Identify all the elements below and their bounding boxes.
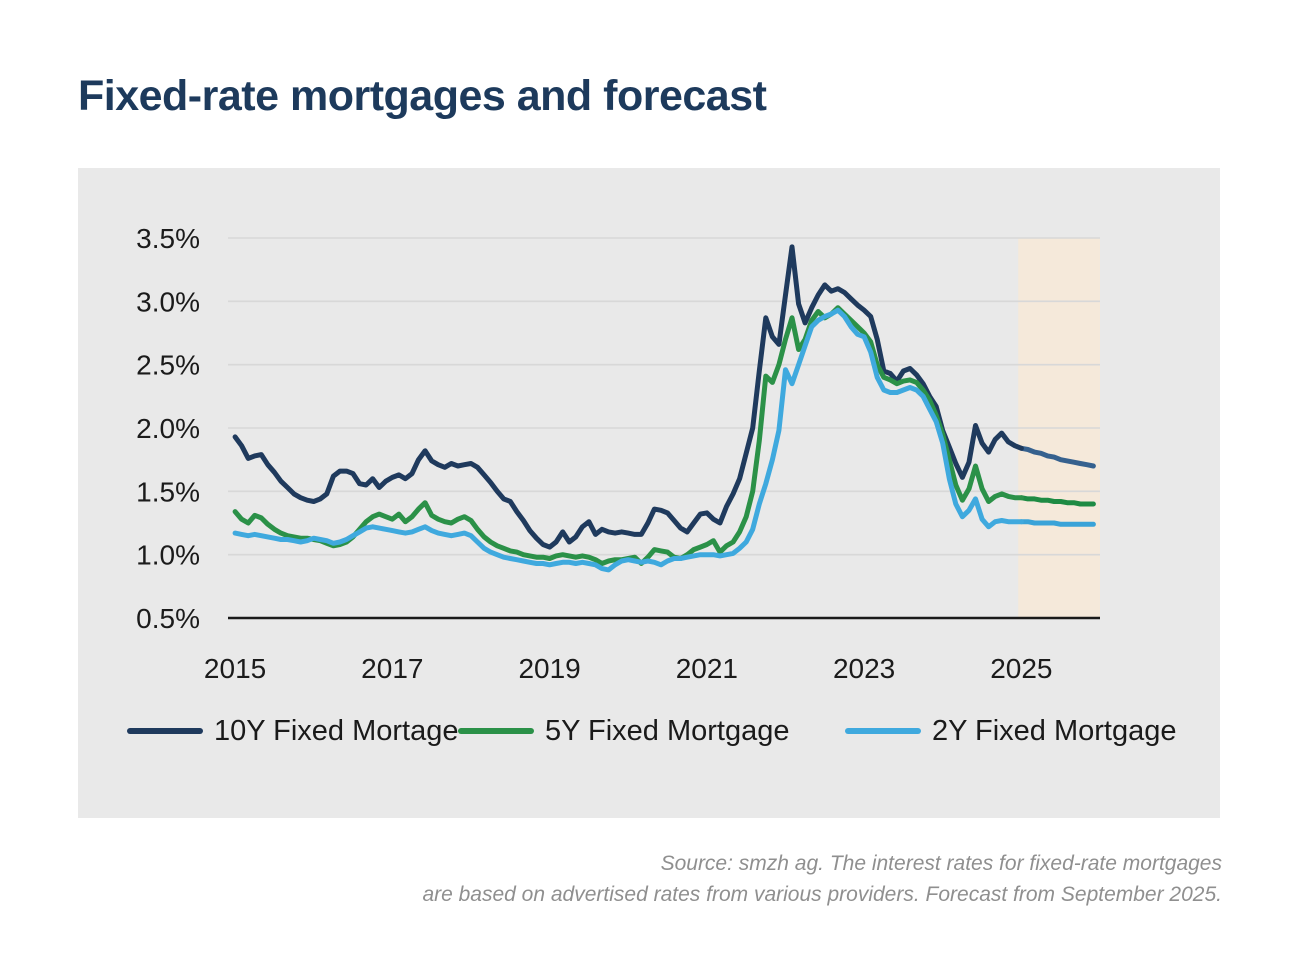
legend-label-5y: 5Y Fixed Mortgage: [545, 714, 790, 747]
chart-panel: 3.5% 3.0% 2.5% 2.0% 1.5% 1.0% 0.5% 2015 2017 2019…: [78, 168, 1220, 818]
y-axis-tick-label: 1.0%: [136, 540, 200, 571]
y-axis-tick-label: 2.0%: [136, 413, 200, 444]
source-note: Source: smzh ag. The interest rates for …: [222, 848, 1222, 910]
legend-item-5y: 5Y Fixed Mortgage: [458, 713, 790, 749]
x-axis-tick-label: 2019: [518, 653, 580, 684]
legend-item-2y: 2Y Fixed Mortgage: [845, 713, 1177, 749]
series-line-forecast-1: [1018, 495, 1096, 507]
x-axis-tick-label: 2015: [204, 653, 266, 684]
y-axis-tick-label: 3.5%: [136, 223, 200, 254]
series-line-2: [232, 307, 1024, 573]
y-axis-tick-label: 1.5%: [136, 476, 200, 507]
legend-item-10y: 10Y Fixed Mortage: [127, 713, 459, 749]
x-axis-tick-label: 2025: [990, 653, 1052, 684]
chart-legend: 10Y Fixed Mortage 5Y Fixed Mortgage 2Y F…: [78, 713, 1220, 749]
source-note-line-1: Source: smzh ag. The interest rates for …: [660, 852, 1222, 875]
series-line-forecast-0: [1018, 445, 1096, 469]
source-note-line-2: are based on advertised rates from vario…: [422, 883, 1222, 906]
x-axis-tick-label: 2023: [833, 653, 895, 684]
legend-swatch-10y-icon: [127, 728, 203, 734]
y-axis-tick-label: 0.5%: [136, 603, 200, 634]
y-axis-tick-label: 3.0%: [136, 286, 200, 317]
series-line-0: [232, 244, 1024, 550]
mortgage-rates-chart: 3.5% 3.0% 2.5% 2.0% 1.5% 1.0% 0.5%2015 2017 2019…: [136, 223, 1100, 684]
x-axis-tick-label: 2017: [361, 653, 423, 684]
page-title: Fixed-rate mortgages and forecast: [78, 72, 767, 120]
legend-swatch-5y-icon: [458, 728, 534, 734]
legend-label-2y: 2Y Fixed Mortgage: [932, 714, 1177, 747]
series-line-forecast-2: [1018, 519, 1096, 527]
legend-label-10y: 10Y Fixed Mortage: [214, 714, 459, 747]
x-axis-tick-label: 2021: [676, 653, 738, 684]
y-axis-tick-label: 2.5%: [136, 350, 200, 381]
legend-swatch-2y-icon: [845, 728, 921, 734]
series-line-1: [232, 305, 1024, 566]
